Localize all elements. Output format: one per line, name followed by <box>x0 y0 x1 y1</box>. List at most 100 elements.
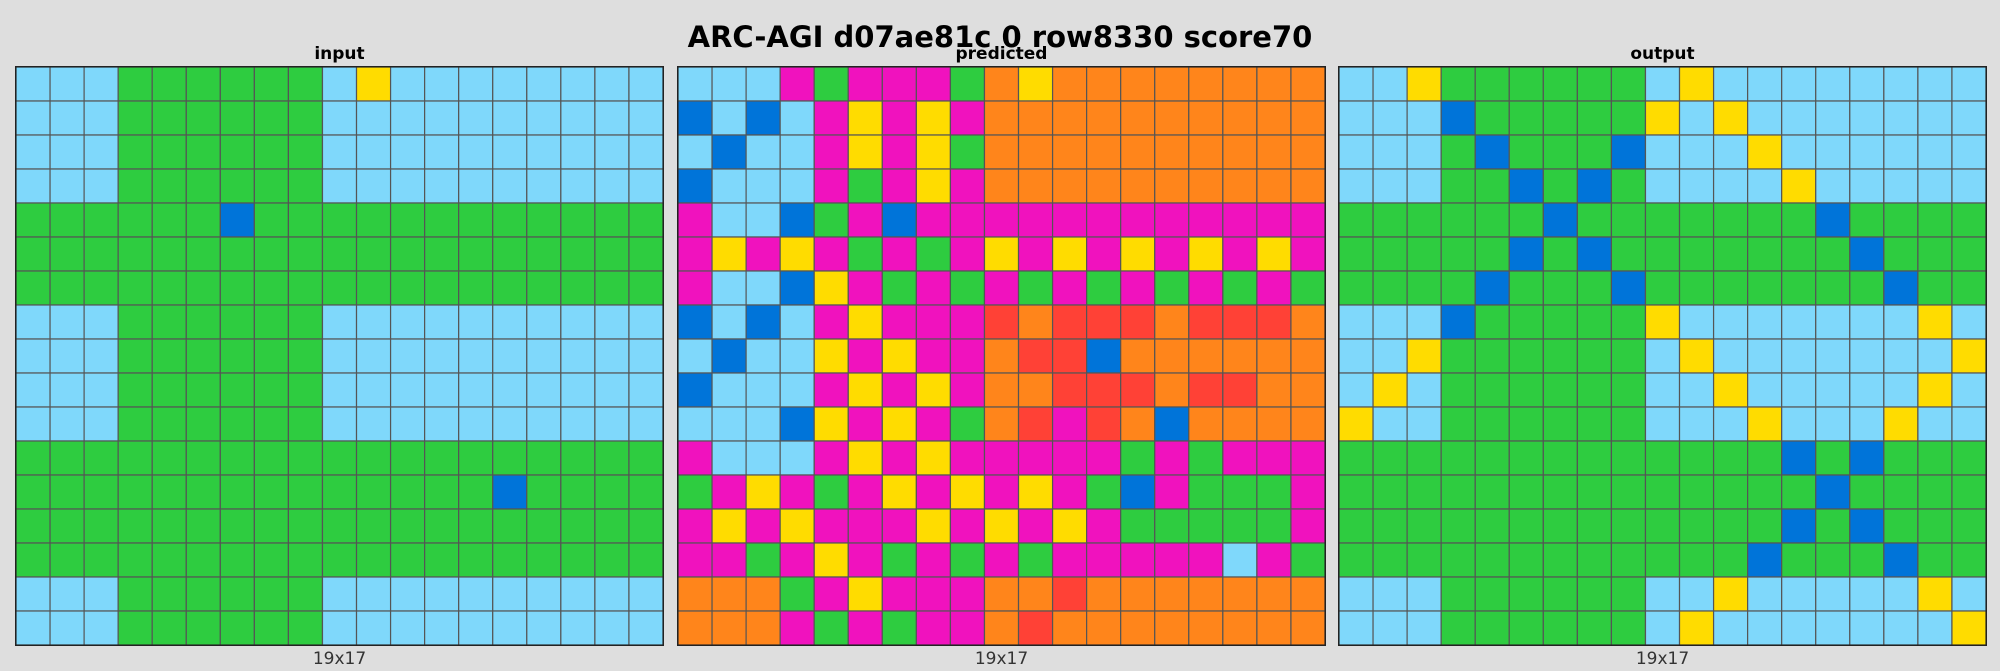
input-cell <box>526 338 562 374</box>
input-cell <box>185 168 221 204</box>
output-cell <box>1951 66 1987 102</box>
predicted-cell <box>915 202 952 238</box>
output-cell <box>1508 236 1544 272</box>
input-cell <box>424 338 460 374</box>
predicted-cell <box>983 100 1020 136</box>
predicted-cell <box>1017 100 1054 136</box>
predicted-cell <box>1222 202 1258 238</box>
predicted-cell <box>1086 338 1122 374</box>
output-cell <box>1610 338 1647 374</box>
predicted-cell <box>813 474 849 510</box>
predicted-cell <box>677 236 713 272</box>
output-cell <box>1508 542 1544 578</box>
predicted-cell <box>881 508 917 544</box>
predicted-cell <box>915 100 952 136</box>
output-cell <box>1815 100 1851 136</box>
predicted-cell <box>779 440 815 476</box>
predicted-cell <box>813 168 849 204</box>
input-cell <box>355 202 392 238</box>
predicted-cell <box>1086 66 1122 102</box>
predicted-cell <box>745 236 781 272</box>
output-cell <box>1849 270 1885 306</box>
input-cell <box>628 168 664 204</box>
predicted-cell <box>983 474 1020 510</box>
output-cell <box>1883 372 1919 408</box>
predicted-cell <box>847 100 883 136</box>
input-cell <box>628 372 664 408</box>
input-cell <box>185 338 221 374</box>
input-cell <box>560 168 596 204</box>
output-cell <box>1678 610 1715 646</box>
predicted-cell <box>949 406 986 442</box>
input-cell <box>287 236 324 272</box>
predicted-cell <box>711 372 747 408</box>
predicted-cell <box>915 372 952 408</box>
output-cell <box>1610 100 1647 136</box>
output-panel: output 19x17 <box>1338 44 1987 669</box>
input-cell <box>83 508 119 544</box>
output-cell <box>1372 440 1408 476</box>
predicted-cell <box>779 168 815 204</box>
output-grid <box>1338 66 1987 646</box>
predicted-cell <box>779 100 815 136</box>
output-cell <box>1542 168 1578 204</box>
output-cell <box>1781 304 1817 340</box>
output-cell <box>1474 610 1510 646</box>
output-cell <box>1576 304 1613 340</box>
output-cell <box>1372 134 1408 170</box>
output-cell <box>1406 440 1442 476</box>
predicted-cell <box>677 508 713 544</box>
input-cell <box>253 338 290 374</box>
predicted-cell <box>745 508 781 544</box>
predicted-cell <box>779 508 815 544</box>
output-cell <box>1644 542 1681 578</box>
output-cell <box>1678 134 1715 170</box>
figure-title: ARC-AGI d07ae81c 0 row8330 score70 <box>687 20 1313 54</box>
predicted-cell <box>1017 508 1054 544</box>
input-cell <box>15 270 51 306</box>
input-cell <box>83 406 119 442</box>
output-cell <box>1644 372 1681 408</box>
input-cell <box>355 474 392 510</box>
predicted-cell <box>983 610 1020 646</box>
output-cell <box>1917 372 1953 408</box>
input-cell <box>526 236 562 272</box>
predicted-cell <box>745 168 781 204</box>
predicted-cell <box>1222 508 1258 544</box>
output-cell <box>1406 270 1442 306</box>
predicted-cell <box>1290 304 1326 340</box>
output-cell <box>1849 440 1885 476</box>
output-cell <box>1542 134 1578 170</box>
output-cell <box>1917 66 1953 102</box>
output-cell <box>1440 202 1476 238</box>
input-cell <box>458 236 494 272</box>
output-cell <box>1542 508 1578 544</box>
predicted-cell <box>847 338 883 374</box>
predicted-cell <box>1256 406 1292 442</box>
predicted-cell <box>1017 304 1054 340</box>
input-cell <box>424 168 460 204</box>
output-cell <box>1917 100 1953 136</box>
output-cell <box>1849 304 1885 340</box>
predicted-cell <box>881 406 917 442</box>
output-cell <box>1474 270 1510 306</box>
input-cell <box>458 372 494 408</box>
predicted-cell <box>1188 576 1224 612</box>
predicted-cell <box>1256 236 1292 272</box>
output-cell <box>1883 406 1919 442</box>
predicted-cell <box>983 338 1020 374</box>
input-cell <box>151 134 187 170</box>
input-cell <box>389 542 426 578</box>
input-cell <box>219 440 255 476</box>
input-cell <box>389 508 426 544</box>
input-cell <box>49 372 85 408</box>
output-cell <box>1542 474 1578 510</box>
output-cell <box>1678 474 1715 510</box>
predicted-cell <box>1188 66 1224 102</box>
input-cell <box>594 338 630 374</box>
input-cell <box>49 406 85 442</box>
predicted-cell <box>1290 236 1326 272</box>
output-cell <box>1338 406 1374 442</box>
predicted-cell <box>1051 372 1088 408</box>
output-cell <box>1747 474 1783 510</box>
